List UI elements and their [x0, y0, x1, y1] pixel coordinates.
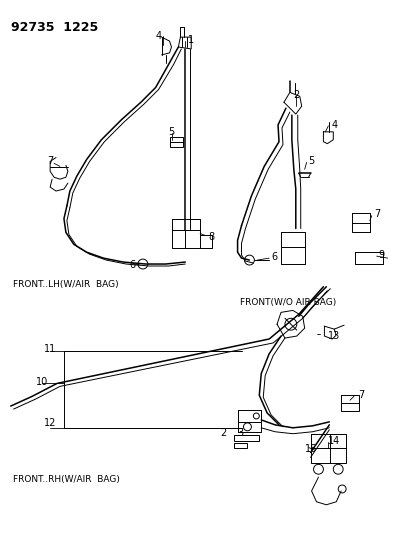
Text: 4: 4 — [330, 120, 337, 130]
Text: 12: 12 — [44, 418, 57, 428]
Text: 10: 10 — [36, 376, 48, 386]
Text: 7: 7 — [357, 390, 363, 400]
Text: 92735  1225: 92735 1225 — [11, 21, 98, 34]
Text: 4: 4 — [155, 31, 161, 41]
Text: 7: 7 — [373, 209, 379, 219]
Bar — [233, 442, 247, 448]
Bar — [233, 435, 259, 441]
Bar — [169, 137, 183, 147]
Text: 15: 15 — [304, 443, 316, 454]
Text: FRONT..LH(W/AIR  BAG): FRONT..LH(W/AIR BAG) — [13, 280, 118, 289]
Text: 1: 1 — [188, 35, 194, 45]
Text: 6: 6 — [271, 252, 277, 262]
Text: 7: 7 — [47, 157, 53, 166]
Text: FRONT..RH(W/AIR  BAG): FRONT..RH(W/AIR BAG) — [13, 475, 119, 484]
Text: 13: 13 — [328, 331, 340, 341]
Text: 14: 14 — [328, 435, 340, 446]
Text: 6: 6 — [129, 260, 135, 270]
Text: 3: 3 — [237, 428, 243, 438]
Text: FRONT(W/O AIR BAG): FRONT(W/O AIR BAG) — [239, 297, 335, 306]
Text: 5: 5 — [168, 127, 174, 137]
Text: 11: 11 — [44, 344, 56, 354]
Text: 9: 9 — [378, 250, 384, 260]
Text: 5: 5 — [308, 157, 314, 166]
Text: 8: 8 — [207, 232, 214, 243]
Text: 2: 2 — [292, 91, 298, 100]
Text: 2: 2 — [219, 428, 225, 438]
